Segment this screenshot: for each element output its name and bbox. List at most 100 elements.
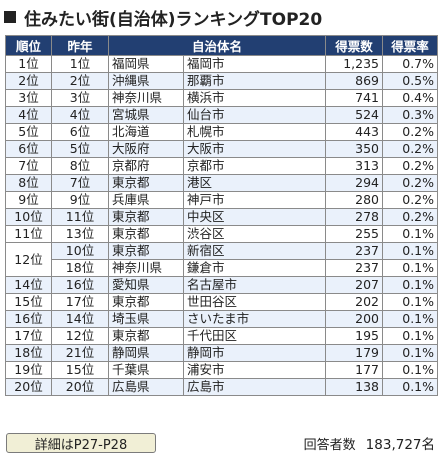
header-prev: 昨年 [51, 35, 109, 56]
rate-cell: 0.2% [382, 140, 439, 158]
rate-cell: 0.2% [382, 208, 439, 226]
prev-rank-cell: 15位 [51, 361, 109, 379]
rate-cell: 0.2% [382, 123, 439, 141]
prefecture-cell: 愛知県 [108, 276, 184, 294]
respondents-total: 回答者数 183,727名 [304, 433, 435, 453]
prev-rank-cell: 11位 [51, 208, 109, 226]
rank-cell: 3位 [5, 89, 52, 107]
city-cell: 横浜市 [182, 89, 327, 107]
prefecture-cell: 宮城県 [108, 106, 184, 124]
rate-cell: 0.1% [382, 344, 439, 362]
table-row: 10位 11位 東京都 中央区 278 0.2% [5, 208, 439, 226]
votes-cell: 138 [325, 378, 384, 396]
votes-cell: 741 [325, 89, 384, 107]
rate-cell: 0.2% [382, 191, 439, 209]
city-cell: 神戸市 [182, 191, 327, 209]
rank-cell: 8位 [5, 174, 52, 192]
votes-cell: 195 [325, 327, 384, 345]
city-cell: 名古屋市 [182, 276, 327, 294]
votes-cell: 207 [325, 276, 384, 294]
table-row: 15位 17位 東京都 世田谷区 202 0.1% [5, 293, 439, 311]
details-button-label: 詳細はP27-P28 [34, 437, 128, 453]
prev-rank-cell: 16位 [51, 276, 109, 294]
prev-rank-cell: 10位 [51, 242, 109, 260]
rate-cell: 0.1% [382, 327, 439, 345]
details-button[interactable]: 詳細はP27-P28 [6, 433, 156, 453]
table-row: 1位 1位 福岡県 福岡市 1,235 0.7% [5, 55, 439, 73]
table-header-row: 順位 昨年 自治体名 得票数 得票率 [5, 35, 439, 56]
rate-cell: 0.1% [382, 242, 439, 260]
rate-cell: 0.5% [382, 72, 439, 90]
ranking-table: 順位 昨年 自治体名 得票数 得票率 1位 1位 福岡県 福岡市 1,235 0.7% 2位… [5, 35, 439, 396]
rank-cell: 10位 [5, 208, 52, 226]
prev-rank-cell: 5位 [51, 140, 109, 158]
prev-rank-cell: 12位 [51, 327, 109, 345]
city-cell: 新宿区 [182, 242, 327, 260]
table-row: 19位 15位 千葉県 浦安市 177 0.1% [5, 361, 439, 379]
table-row: 20位 20位 広島県 広島市 138 0.1% [5, 378, 439, 396]
page-title-text: 住みたい街(自治体)ランキングTOP20 [24, 9, 323, 30]
rate-cell: 0.1% [382, 276, 439, 294]
votes-cell: 280 [325, 191, 384, 209]
table-row: 5位 6位 北海道 札幌市 443 0.2% [5, 123, 439, 141]
prefecture-cell: 埼玉県 [108, 310, 184, 328]
rate-cell: 0.1% [382, 310, 439, 328]
rank-cell: 18位 [5, 344, 52, 362]
header-rank: 順位 [5, 35, 52, 56]
city-cell: 鎌倉市 [182, 259, 327, 277]
city-cell: 中央区 [182, 208, 327, 226]
prefecture-cell: 広島県 [108, 378, 184, 396]
rank-cell: 5位 [5, 123, 52, 141]
rate-cell: 0.1% [382, 225, 439, 243]
prefecture-cell: 北海道 [108, 123, 184, 141]
rank-cell: 9位 [5, 191, 52, 209]
city-cell: 千代田区 [182, 327, 327, 345]
votes-cell: 869 [325, 72, 384, 90]
rank-cell: 11位 [5, 225, 52, 243]
rank-cell: 14位 [5, 276, 52, 294]
city-cell: 京都市 [182, 157, 327, 175]
table-row: 3位 3位 神奈川県 横浜市 741 0.4% [5, 89, 439, 107]
city-cell: 札幌市 [182, 123, 327, 141]
prev-rank-cell: 9位 [51, 191, 109, 209]
votes-cell: 200 [325, 310, 384, 328]
rate-cell: 0.7% [382, 55, 439, 73]
city-cell: 福岡市 [182, 55, 327, 73]
city-cell: 渋谷区 [182, 225, 327, 243]
city-cell: 世田谷区 [182, 293, 327, 311]
city-cell: 静岡市 [182, 344, 327, 362]
votes-cell: 237 [325, 242, 384, 260]
prev-rank-cell: 8位 [51, 157, 109, 175]
prefecture-cell: 大阪府 [108, 140, 184, 158]
prefecture-cell: 神奈川県 [108, 259, 184, 277]
votes-cell: 237 [325, 259, 384, 277]
city-cell: 那覇市 [182, 72, 327, 90]
city-cell: さいたま市 [182, 310, 327, 328]
prefecture-cell: 東京都 [108, 242, 184, 260]
prev-rank-cell: 13位 [51, 225, 109, 243]
prev-rank-cell: 18位 [51, 259, 109, 277]
table-row: 12位 10位 東京都 新宿区 237 0.1% [5, 242, 439, 277]
votes-cell: 294 [325, 174, 384, 192]
rank-cell: 7位 [5, 157, 52, 175]
votes-cell: 313 [325, 157, 384, 175]
prev-rank-cell: 3位 [51, 89, 109, 107]
rank-cell: 4位 [5, 106, 52, 124]
rate-cell: 0.2% [382, 157, 439, 175]
prev-rank-cell: 7位 [51, 174, 109, 192]
prefecture-cell: 静岡県 [108, 344, 184, 362]
prefecture-cell: 東京都 [108, 174, 184, 192]
prev-rank-cell: 2位 [51, 72, 109, 90]
table-row: 7位 8位 京都府 京都市 313 0.2% [5, 157, 439, 175]
city-cell: 仙台市 [182, 106, 327, 124]
prefecture-cell: 神奈川県 [108, 89, 184, 107]
respondents-label: 回答者数 [303, 437, 356, 453]
header-votes: 得票数 [325, 35, 384, 56]
table-row: 8位 7位 東京都 港区 294 0.2% [5, 174, 439, 192]
prev-rank-cell: 17位 [51, 293, 109, 311]
prefecture-cell: 東京都 [108, 208, 184, 226]
table-row: 2位 2位 沖縄県 那覇市 869 0.5% [5, 72, 439, 90]
table-row: 18位 21位 静岡県 静岡市 179 0.1% [5, 344, 439, 362]
rate-cell: 0.2% [382, 174, 439, 192]
prefecture-cell: 沖縄県 [108, 72, 184, 90]
